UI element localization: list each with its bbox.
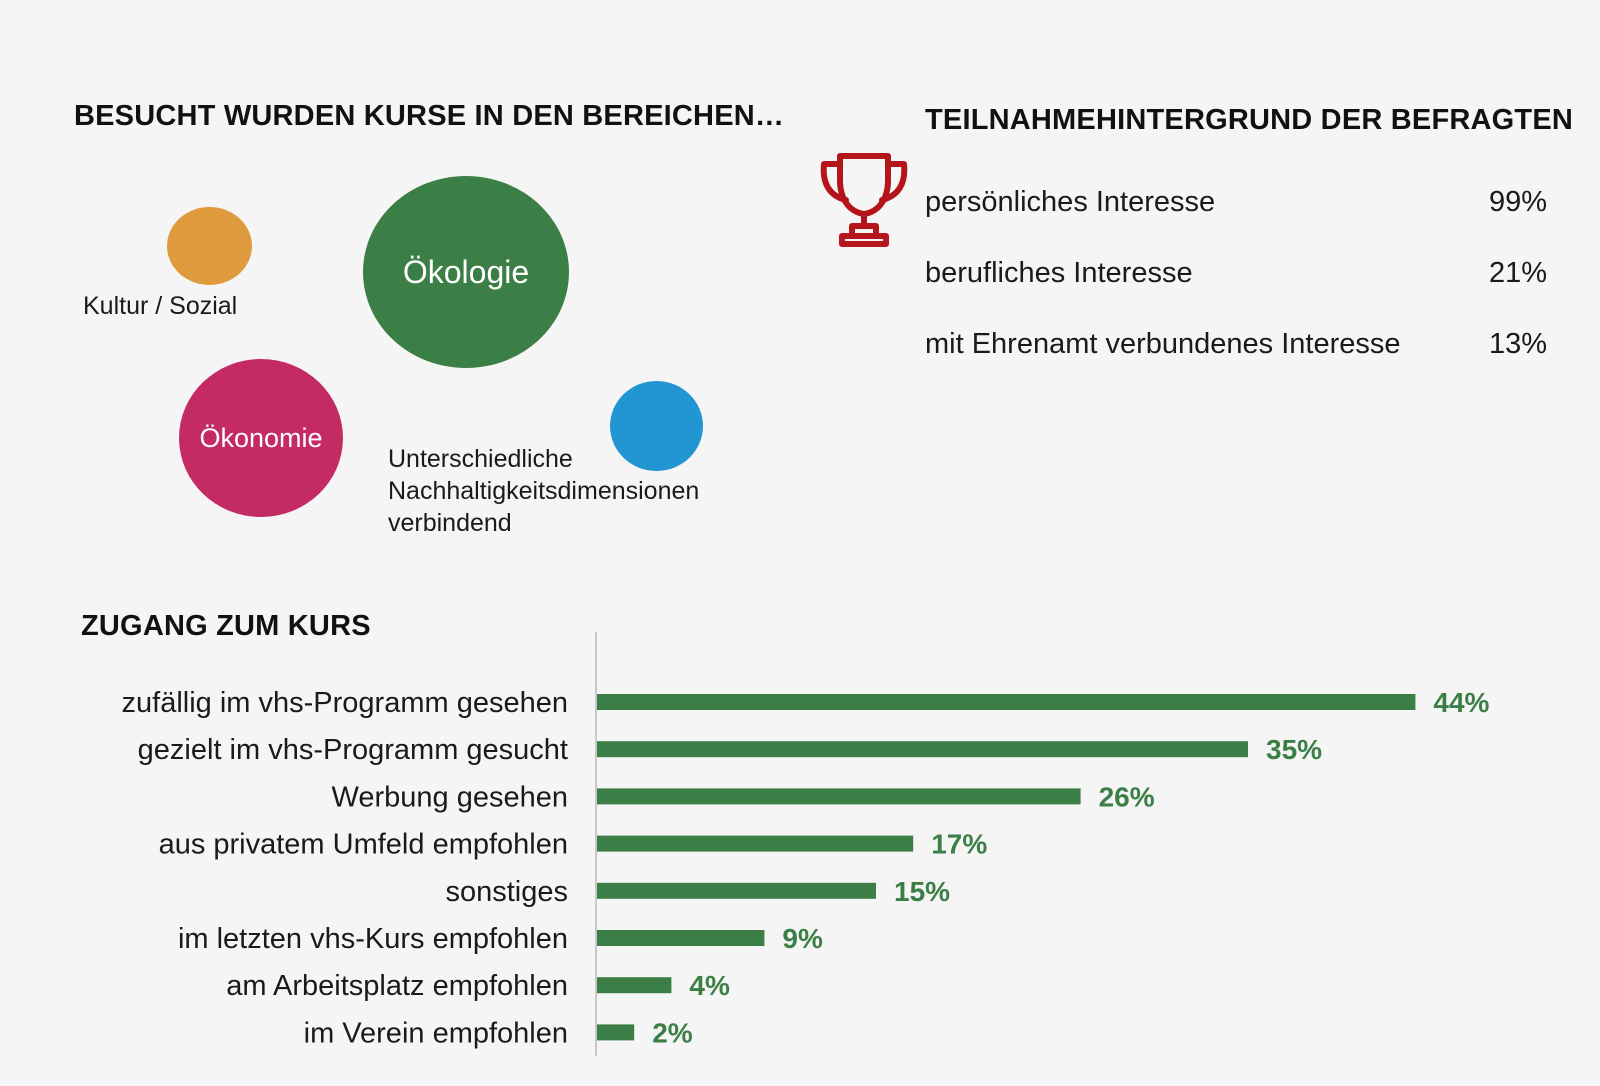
reason-row: persönliches Interesse 99% xyxy=(925,186,1547,226)
bubble-oekonomie: Ökonomie xyxy=(179,359,343,517)
bar xyxy=(597,977,672,994)
bar xyxy=(597,741,1248,758)
bubble-oekologie: Ökologie xyxy=(363,176,569,368)
dimensionen-line-1: Unterschiedliche xyxy=(388,445,573,473)
bubble-dimensionen xyxy=(610,381,703,471)
data-label: 35% xyxy=(1266,734,1322,765)
data-label: 2% xyxy=(652,1017,693,1048)
data-label: 26% xyxy=(1099,781,1155,812)
bubble-label-oekologie: Ökologie xyxy=(402,253,530,290)
bar xyxy=(597,882,876,899)
zugang-bar-chart: zufällig im vhs-Programm gesehen 44% gezie… xyxy=(122,632,1490,1056)
bar xyxy=(597,1024,635,1041)
category-label: aus privatem Umfeld empfohlen xyxy=(159,829,568,861)
reason-label: mit Ehrenamt verbundenes Interesse xyxy=(925,328,1401,360)
reason-value: 99% xyxy=(1488,186,1547,218)
data-label: 44% xyxy=(1433,687,1489,718)
bubble-label-oekonomie: Ökonomie xyxy=(199,422,323,453)
category-label: sonstiges xyxy=(445,876,568,908)
reason-label: berufliches Interesse xyxy=(925,257,1193,289)
reason-row: mit Ehrenamt verbundenes Interesse 13% xyxy=(925,328,1547,368)
bar xyxy=(597,930,765,946)
category-label: gezielt im vhs-Programm gesucht xyxy=(138,734,568,766)
bereiche-title: BESUCHT WURDEN KURSE IN DEN BEREICHEN… xyxy=(74,100,785,132)
data-label: 15% xyxy=(894,876,950,907)
data-label: 9% xyxy=(782,923,823,954)
reason-label: persönliches Interesse xyxy=(925,186,1216,218)
bar xyxy=(597,694,1416,710)
bubble-kultur-sozial xyxy=(167,207,252,285)
category-label: am Arbeitsplatz empfohlen xyxy=(226,970,568,1002)
dimensionen-line-2: Nachhaltigkeitsdimensionen xyxy=(388,477,700,505)
category-label: zufällig im vhs-Programm gesehen xyxy=(122,687,568,719)
bubble-label-kultur-sozial: Kultur / Sozial xyxy=(83,292,238,320)
category-label: Werbung gesehen xyxy=(332,781,568,813)
bar xyxy=(597,835,914,852)
bar xyxy=(597,788,1081,805)
category-label: im letzten vhs-Kurs empfohlen xyxy=(178,923,568,955)
bubble-label-dimensionen: Unterschiedliche Nachhaltigkeitsdimensio… xyxy=(388,443,699,539)
data-label: 4% xyxy=(689,970,730,1001)
trophy-icon xyxy=(820,153,908,247)
hintergrund-title: TEILNAHMEHINTERGRUND DER BEFRAGTEN xyxy=(925,104,1574,136)
data-label: 17% xyxy=(931,829,987,860)
dimensionen-line-3: verbindend xyxy=(388,509,512,537)
zugang-title: ZUGANG ZUM KURS xyxy=(81,610,371,642)
category-label: im Verein empfohlen xyxy=(304,1017,568,1049)
reason-value: 21% xyxy=(1488,257,1547,289)
reason-row: berufliches Interesse 21% xyxy=(925,257,1547,297)
reason-value: 13% xyxy=(1488,328,1547,360)
